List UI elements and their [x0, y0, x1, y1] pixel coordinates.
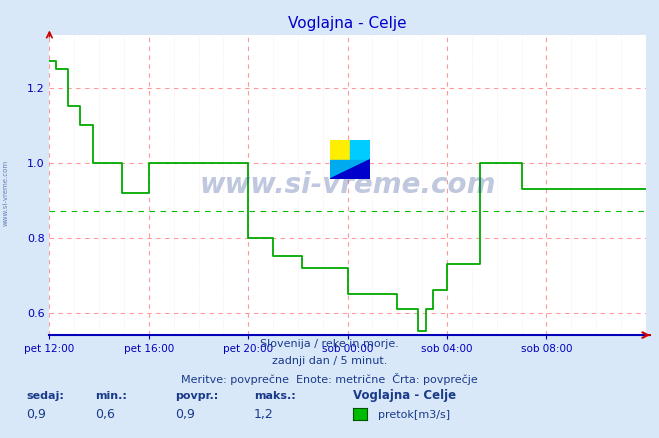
Title: Voglajna - Celje: Voglajna - Celje	[288, 16, 407, 31]
Text: min.:: min.:	[96, 391, 127, 401]
Text: zadnji dan / 5 minut.: zadnji dan / 5 minut.	[272, 356, 387, 366]
Bar	[330, 140, 350, 159]
Text: Meritve: povprečne  Enote: metrične  Črta: povprečje: Meritve: povprečne Enote: metrične Črta:…	[181, 373, 478, 385]
Text: 1,2: 1,2	[254, 408, 273, 421]
Polygon shape	[330, 159, 370, 179]
Text: maks.:: maks.:	[254, 391, 295, 401]
Text: Voglajna - Celje: Voglajna - Celje	[353, 389, 455, 402]
Text: povpr.:: povpr.:	[175, 391, 218, 401]
Bar	[350, 140, 370, 159]
Polygon shape	[330, 159, 370, 179]
Text: 0,9: 0,9	[26, 408, 46, 421]
Text: pretok[m3/s]: pretok[m3/s]	[378, 410, 449, 420]
Text: www.si-vreme.com: www.si-vreme.com	[200, 171, 496, 199]
Text: sedaj:: sedaj:	[26, 391, 64, 401]
Text: Slovenija / reke in morje.: Slovenija / reke in morje.	[260, 339, 399, 350]
Text: 0,6: 0,6	[96, 408, 115, 421]
Text: www.si-vreme.com: www.si-vreme.com	[2, 160, 9, 226]
Text: 0,9: 0,9	[175, 408, 194, 421]
